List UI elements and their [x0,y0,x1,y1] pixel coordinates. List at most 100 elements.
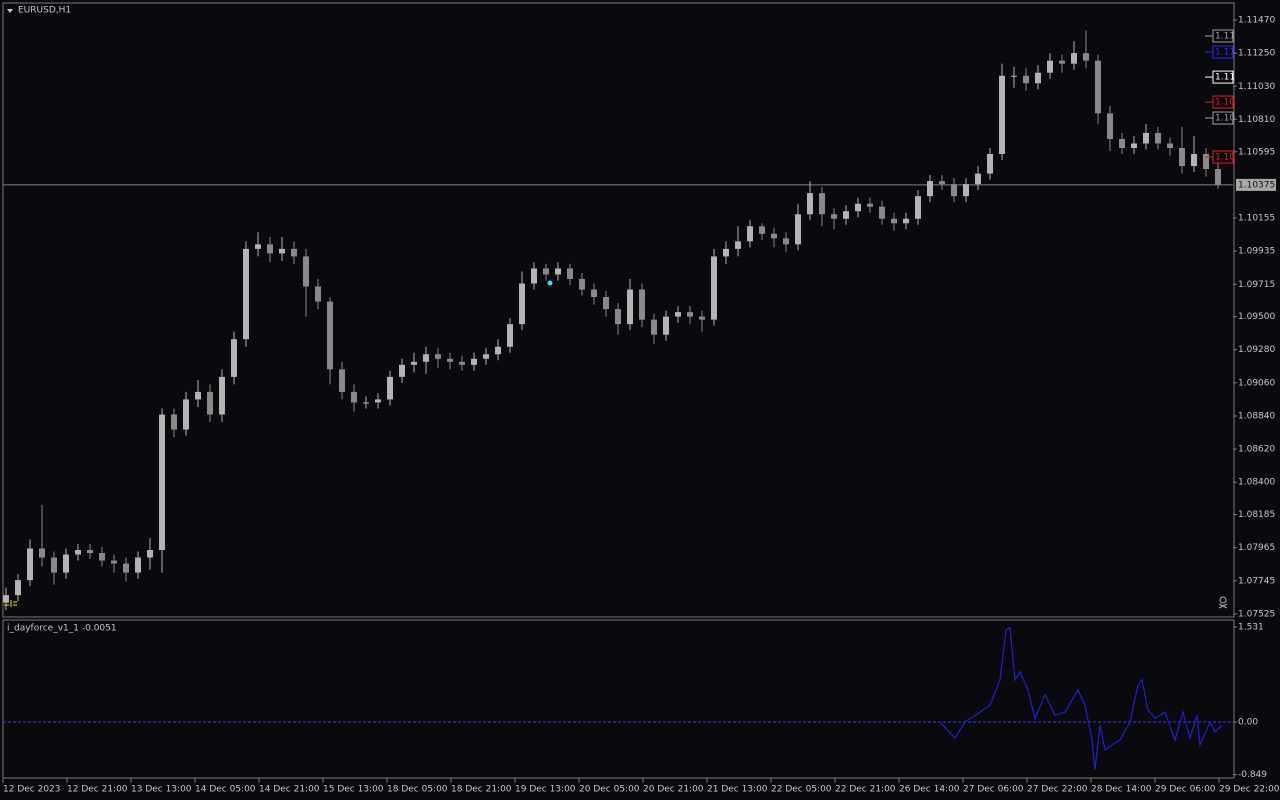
candle-body [1107,113,1113,139]
y-tick-label: 1.11470 [1238,16,1275,26]
candle-body [963,184,969,197]
candle-body [759,226,765,234]
y-tick-label: 1.09280 [1238,345,1275,355]
candle-body [1083,53,1089,61]
candle-body [855,203,861,212]
candle-body [1035,72,1041,84]
price-level-label: 1.11 [1215,73,1235,83]
x-tick-label: 14 Dec 05:00 [195,785,256,795]
y-tick-label: 1.10155 [1238,214,1275,224]
x-tick-label: 22 Dec 21:00 [835,785,896,795]
candle-body [531,268,537,284]
candle-body [783,238,789,245]
y-tick-label: 1.09715 [1238,280,1275,290]
candle-body [1023,75,1029,84]
x-tick-label: 12 Dec 21:00 [67,785,128,795]
price-level-label: 1.10 [1215,153,1235,163]
candle-body [375,399,381,403]
candle-body [603,297,609,310]
x-tick-label: 29 Dec 22:00 [1219,785,1280,795]
candle-body [903,218,909,224]
candle-body [711,256,717,320]
candle-body [879,206,885,219]
candle-body [1119,138,1125,148]
y-tick-label: 1.10595 [1238,147,1275,157]
x-tick-label: 19 Dec 13:00 [515,785,576,795]
candle-body [939,181,945,185]
price-level-label: 1.10 [1215,98,1235,108]
candle-body [1203,154,1209,170]
x-tick-label: 22 Dec 05:00 [771,785,832,795]
y-tick-label: 1.09935 [1238,247,1275,257]
candle-body [483,354,489,359]
candle-body [795,214,801,245]
candle-body [51,557,57,573]
x-tick-label: 20 Dec 05:00 [579,785,640,795]
candle-body [543,268,549,275]
candle-body [327,301,333,370]
candle-body [1215,169,1221,185]
price-level-box [1212,29,1234,43]
candle-body [1167,143,1173,148]
candle-body [519,283,525,325]
candle-body [1059,60,1065,64]
x-tick-label: 27 Dec 06:00 [963,785,1024,795]
candle-body [807,193,813,215]
candle-body [579,278,585,290]
indicator-line [939,626,1223,770]
x-tick-label: 28 Dec 14:00 [1091,785,1152,795]
menu-arrow[interactable] [7,9,13,13]
candle-body [495,346,501,355]
candle-body [1131,143,1137,148]
candle-body [1011,75,1017,77]
candle-body [267,244,273,254]
candle-body [675,312,681,317]
candle-body [819,193,825,215]
current-price-label: 1.10375 [1238,180,1275,190]
candle-body [951,184,957,197]
candle-body [219,376,225,415]
candle-body [99,553,105,561]
x-tick-label: 29 Dec 06:00 [1155,785,1216,795]
y-tick-label: 1.07525 [1238,609,1275,619]
marker [547,280,553,286]
candle-body [627,289,633,325]
candle-body [135,557,141,573]
price-level-box [1212,111,1234,125]
candle-body [411,361,417,365]
candle-body [471,358,477,365]
candle-body [39,548,45,558]
candle-body [27,548,33,581]
candle-body [507,324,513,347]
skull-icon [1218,596,1228,609]
candle-body [555,268,561,275]
window-title: EURUSD,H1 [18,6,71,16]
candle-body [15,580,21,596]
candle-body [747,226,753,242]
x-tick-label: 18 Dec 21:00 [451,785,512,795]
candle-body [459,361,465,365]
candle-body [831,214,837,219]
x-tick-label: 12 Dec 2023 [3,785,61,795]
candle-body [723,248,729,257]
y-tick-label: 1.08185 [1238,510,1275,520]
candle-body [447,358,453,362]
candle-body [987,154,993,174]
y-tick-label: 1.08400 [1238,478,1275,488]
candle-body [1047,60,1053,73]
candle-body [1191,154,1197,167]
y-tick-label: 1.11030 [1238,82,1275,92]
price-level-label: 1.10 [1215,114,1235,124]
candle-body [891,218,897,224]
candle-body [3,595,9,603]
candle-body [63,554,69,573]
candle-body [771,233,777,239]
price-level-box [1212,45,1234,59]
indicator-pane [2,619,1235,779]
y-tick-label: -0.849 [1238,770,1267,780]
candle-body [171,414,177,430]
candle-body [615,309,621,325]
candle-body [927,181,933,197]
candle-body [183,399,189,430]
x-tick-label: 27 Dec 22:00 [1027,785,1088,795]
